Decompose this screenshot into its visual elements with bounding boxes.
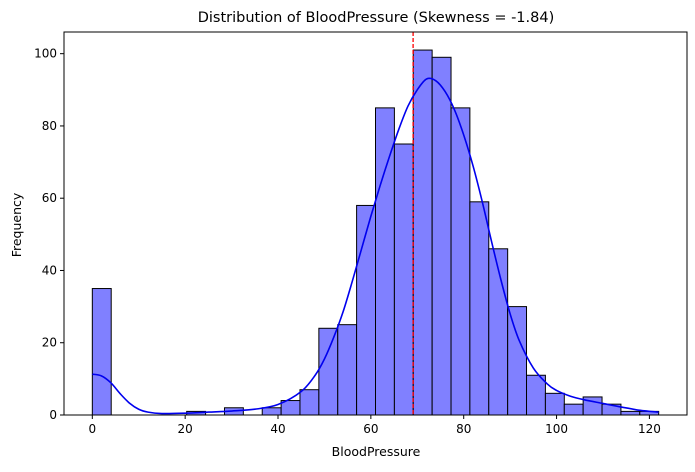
histogram-bar (431, 56, 452, 416)
histogram-bar (356, 204, 377, 416)
axes-layer (63, 31, 688, 416)
x-tick-label: 100 (545, 422, 568, 436)
histogram-bar (318, 327, 339, 416)
x-tick-label: 120 (638, 422, 661, 436)
x-tick-label: 40 (270, 422, 285, 436)
x-tick-label: 80 (456, 422, 471, 436)
y-tick-label: 40 (42, 263, 57, 277)
x-tick-label: 20 (178, 422, 193, 436)
histogram-bar (261, 407, 282, 416)
histogram-bar (450, 107, 471, 416)
histogram-bar (337, 324, 358, 416)
histogram-bar (299, 389, 320, 416)
ticks-layer: 0 20 40 60 80 100 120 0 20 40 60 80 100 (34, 47, 661, 436)
y-tick-label: 80 (42, 119, 57, 133)
y-tick-label: 20 (42, 336, 57, 350)
histogram-bar (469, 201, 490, 416)
kde-curve (92, 77, 659, 415)
histogram-bar (544, 392, 565, 416)
histogram-bar (488, 248, 509, 416)
kde-layer (92, 77, 659, 415)
chart-title: Distribution of BloodPressure (Skewness … (198, 10, 555, 26)
y-tick-label: 60 (42, 191, 57, 205)
x-axis-label: BloodPressure (332, 444, 421, 459)
histogram-bar (507, 306, 528, 416)
plot-frame (63, 31, 688, 416)
y-tick-label: 100 (34, 47, 57, 61)
histogram-bar (620, 410, 641, 416)
y-tick-label: 0 (49, 408, 57, 422)
histogram-bar (526, 374, 546, 416)
histogram-bar (563, 403, 584, 416)
histogram-bar (375, 107, 395, 416)
bars-layer (91, 49, 660, 416)
histogram-bar (412, 49, 433, 416)
histogram-bar (393, 143, 414, 416)
y-axis-label: Frequency (9, 192, 24, 257)
x-tick-label: 60 (363, 422, 378, 436)
x-tick-label: 0 (88, 422, 96, 436)
histogram-bar (91, 288, 112, 416)
